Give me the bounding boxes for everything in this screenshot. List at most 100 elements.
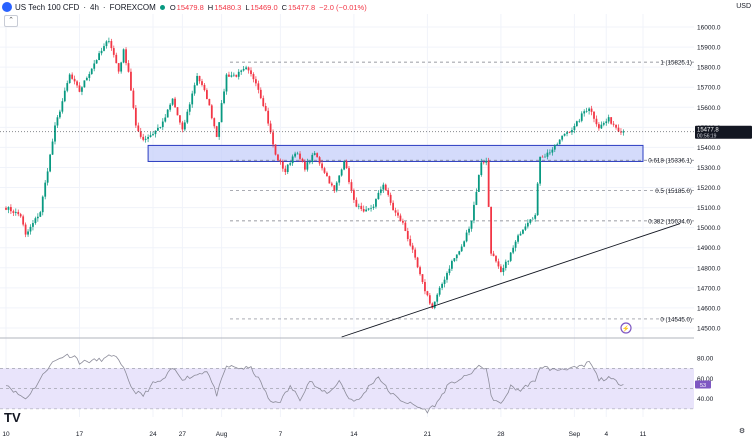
fib-level-label: 0.618 (15336.1) <box>648 158 692 165</box>
candle-body <box>139 131 142 137</box>
candle-body <box>44 182 47 197</box>
candle-body <box>304 161 306 170</box>
candle-body <box>122 49 125 63</box>
symbol-name[interactable]: US Tech 100 CFD <box>15 2 80 12</box>
candle-body <box>399 215 402 221</box>
candle-body <box>522 229 524 234</box>
candle-body <box>12 211 15 213</box>
candle-body <box>360 205 363 210</box>
candle-body <box>428 295 431 304</box>
candle-body <box>36 216 39 219</box>
low-label: L <box>245 2 250 12</box>
candle-body <box>441 283 443 288</box>
candle-body <box>78 85 81 92</box>
candle-body <box>414 249 417 258</box>
candle-body <box>235 74 238 77</box>
candle-body <box>507 260 510 262</box>
candle-body <box>112 48 115 55</box>
price-tick-label: 14800.0 <box>697 265 721 272</box>
price-tick-label: 15700.0 <box>697 85 721 92</box>
candle-body <box>196 75 198 86</box>
candle-body <box>269 123 272 133</box>
candle-body <box>294 153 296 157</box>
title-separator: · <box>102 2 106 12</box>
candle-body <box>63 90 66 102</box>
candle-body <box>210 105 213 119</box>
candle-body <box>504 261 507 268</box>
trendline[interactable] <box>341 223 680 338</box>
low-value: 15469.0 <box>250 2 278 12</box>
candle-body <box>402 220 404 223</box>
candle-body <box>291 156 294 164</box>
price-tick-label: 15400.0 <box>697 145 721 152</box>
high-value: 15480.3 <box>214 2 242 12</box>
candle-body <box>436 294 439 302</box>
candle-body <box>247 67 250 71</box>
time-tick-label: Aug <box>216 431 228 438</box>
timeframe-label[interactable]: 4h <box>90 2 99 12</box>
candle-body <box>68 74 71 84</box>
collapse-legend-button[interactable]: ⌃ <box>4 15 18 27</box>
fibonacci-retracement[interactable]: 1 (15825.1) 0.618 (15336.1) 0.5 (15185.0) 0… <box>230 60 694 324</box>
candle-body <box>71 74 74 79</box>
candle-body <box>585 110 588 112</box>
candle-body <box>551 149 554 153</box>
rsi-tick-label: 40.00 <box>697 396 714 403</box>
candle-body <box>313 153 316 155</box>
time-tick-label: 14 <box>350 431 358 438</box>
zone-rectangle <box>147 144 644 162</box>
candle-body <box>83 80 86 88</box>
candle-body <box>544 156 546 158</box>
time-tick-label: Sep <box>569 431 581 438</box>
time-tick-label: 27 <box>179 431 187 438</box>
candlestick-series <box>5 37 625 310</box>
candle-body <box>289 163 292 165</box>
candle-body <box>566 132 568 134</box>
settings-gear-icon: ⚙ <box>739 427 745 435</box>
candle-body <box>598 124 600 129</box>
currency-label[interactable]: USD <box>736 3 751 10</box>
candle-body <box>27 231 29 235</box>
candle-body <box>394 210 397 213</box>
candle-body <box>54 125 56 142</box>
candle-body <box>568 132 571 133</box>
candle-body <box>154 130 157 135</box>
candle-body <box>186 111 189 123</box>
candle-body <box>85 77 88 81</box>
candle-body <box>206 90 208 99</box>
price-axis[interactable] <box>694 0 753 443</box>
candle-body <box>255 79 257 84</box>
grid <box>0 14 694 417</box>
time-axis-labels[interactable]: 10 17 24 27 Aug 7 14 21 28 Sep 4 11 <box>2 431 646 438</box>
candle-body <box>120 62 123 72</box>
candle-body <box>213 118 216 127</box>
price-tick-label: 15900.0 <box>697 45 721 52</box>
candle-body <box>127 63 130 72</box>
candle-body <box>147 136 149 139</box>
supply-demand-zone[interactable] <box>147 144 644 162</box>
candle-body <box>181 122 184 130</box>
candle-body <box>306 162 309 170</box>
candle-body <box>607 117 610 122</box>
candle-body <box>615 124 617 128</box>
high-label: H <box>207 2 214 12</box>
candle-body <box>514 241 517 248</box>
candle-body <box>451 261 453 269</box>
candle-body <box>161 121 164 128</box>
candle-body <box>480 162 483 176</box>
symbol-header[interactable]: US Tech 100 CFD · 4h · FOREXCOM O 15479.… <box>0 0 371 14</box>
candle-body <box>335 182 338 191</box>
candle-body <box>108 41 110 42</box>
candle-body <box>411 245 414 250</box>
time-tick-label: 21 <box>424 431 432 438</box>
candle-body <box>367 208 370 210</box>
candle-body <box>232 74 235 76</box>
candle-body <box>438 287 441 295</box>
candle-body <box>17 211 20 215</box>
candle-body <box>296 153 299 155</box>
candle-body <box>56 117 59 126</box>
candle-body <box>539 156 541 184</box>
candle-body <box>612 123 615 125</box>
candle-body <box>259 89 262 99</box>
